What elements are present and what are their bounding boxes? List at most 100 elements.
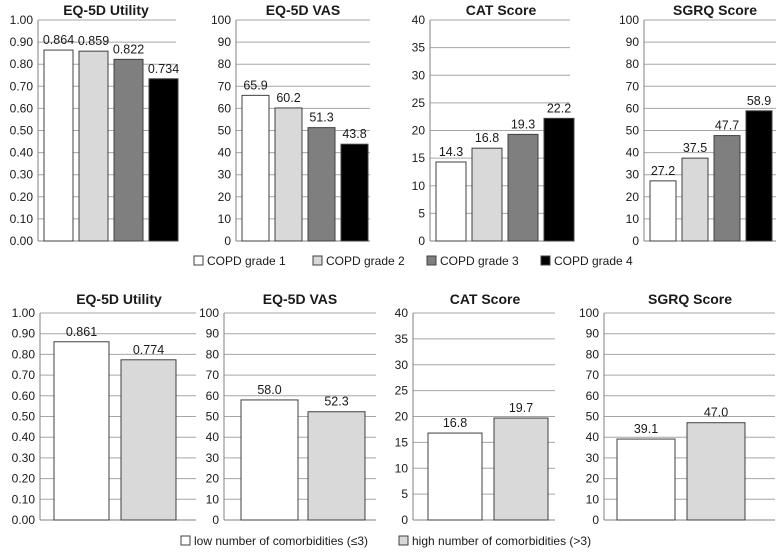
- y-tick-label: 30: [218, 168, 232, 182]
- y-tick-label: 90: [626, 35, 640, 49]
- y-tick-label: 50: [206, 410, 220, 424]
- legend-swatch: [540, 255, 551, 266]
- chart-title: CAT Score: [450, 291, 521, 307]
- legend-label: COPD grade 3: [440, 254, 519, 268]
- bar-copd-grade-2: [274, 107, 303, 242]
- y-tick-label: 0: [418, 234, 425, 248]
- y-tick-label: 30: [395, 358, 409, 372]
- legend-label: low number of comorbidities (≤3): [194, 534, 368, 548]
- y-tick-label: 10: [206, 492, 220, 506]
- y-tick-label: 35: [412, 41, 426, 55]
- y-tick-label: 100: [619, 13, 639, 27]
- y-tick-label: 10: [586, 492, 600, 506]
- chart-panel-6: 0 10 20 30 40 50 60 70 80 90 100 EQ-5D VAS 58.0 52.3: [199, 291, 376, 527]
- chart-panel-8: 0 10 20 30 40 50 60 70 80 90 100 SGRQ Score 39.1 47.0: [579, 291, 775, 527]
- y-tick-label: 70: [626, 79, 640, 93]
- chart-panel-3: 0 5 10 15 20 25 30 35 40 CAT Score 14.3 16.8 19.3 22.…: [412, 2, 575, 248]
- bar-copd-grade-2: [471, 147, 503, 242]
- y-tick-label: 80: [626, 57, 640, 71]
- legend-label: COPD grade 4: [554, 254, 633, 268]
- data-label: 0.861: [66, 325, 97, 339]
- y-tick-label: 20: [218, 190, 232, 204]
- y-tick-label: 0.60: [12, 389, 36, 403]
- data-label: 52.3: [324, 395, 348, 409]
- bar-copd-grade-3: [113, 58, 144, 242]
- data-label: 0.864: [43, 33, 74, 47]
- y-tick-label: 0.50: [12, 410, 36, 424]
- chart-title: CAT Score: [466, 2, 537, 18]
- data-label: 19.3: [511, 117, 535, 131]
- y-tick-label: 0.70: [10, 79, 34, 93]
- data-label: 16.8: [475, 131, 499, 145]
- y-tick-label: 0: [632, 234, 639, 248]
- data-label: 65.9: [243, 78, 267, 92]
- bar-high-number-of-comorbidities-3-: [493, 417, 549, 521]
- y-tick-label: 30: [586, 451, 600, 465]
- y-tick-label: 0.20: [12, 472, 36, 486]
- bar-high-number-of-comorbidities-3-: [686, 422, 746, 521]
- y-tick-label: 80: [206, 347, 220, 361]
- y-tick-label: 40: [412, 13, 426, 27]
- y-tick-label: 70: [586, 368, 600, 382]
- y-tick-label: 0: [224, 234, 231, 248]
- y-tick-label: 100: [211, 13, 231, 27]
- legend-swatch: [312, 255, 323, 266]
- data-label: 43.8: [342, 127, 366, 141]
- y-tick-label: 50: [218, 124, 232, 138]
- bar-copd-grade-4: [340, 143, 369, 242]
- y-tick-label: 80: [218, 57, 232, 71]
- y-tick-label: 30: [412, 68, 426, 82]
- y-tick-label: 40: [586, 430, 600, 444]
- y-tick-label: 0.80: [10, 57, 34, 71]
- y-tick-label: 50: [626, 124, 640, 138]
- y-tick-label: 100: [199, 306, 219, 320]
- y-tick-label: 90: [586, 327, 600, 341]
- y-tick-label: 70: [206, 368, 220, 382]
- y-tick-label: 40: [395, 306, 409, 320]
- chart-title: SGRQ Score: [673, 2, 757, 18]
- y-tick-label: 0.00: [12, 513, 36, 527]
- chart-title: SGRQ Score: [648, 291, 732, 307]
- legend-label: COPD grade 2: [326, 254, 405, 268]
- y-tick-label: 5: [418, 206, 425, 220]
- data-label: 58.9: [747, 94, 771, 108]
- bar-copd-grade-3: [713, 135, 741, 242]
- y-tick-label: 0.70: [12, 368, 36, 382]
- chart-panel-7: 0 5 10 15 20 25 30 35 40 CAT Score 16.8 19.7: [395, 291, 555, 527]
- data-label: 22.2: [547, 101, 571, 115]
- chart-title: EQ-5D VAS: [263, 291, 337, 307]
- y-tick-label: 15: [395, 435, 409, 449]
- y-tick-label: 100: [579, 306, 599, 320]
- legend-row1: COPD grade 1 COPD grade 2 COPD grade 3 COPD…: [193, 254, 633, 268]
- data-label: 0.734: [148, 62, 179, 76]
- y-tick-label: 0.30: [10, 168, 34, 182]
- y-tick-label: 0.20: [10, 190, 34, 204]
- bar-copd-grade-1: [649, 180, 677, 242]
- y-tick-label: 5: [401, 487, 408, 501]
- y-tick-label: 30: [206, 451, 220, 465]
- bar-copd-grade-1: [435, 161, 467, 242]
- y-tick-label: 0.80: [12, 347, 36, 361]
- chart-title: EQ-5D Utility: [76, 291, 162, 307]
- bar-low-number-of-comorbidities-3-: [427, 432, 483, 521]
- y-tick-label: 1.00: [10, 13, 34, 27]
- y-tick-label: 1.00: [12, 306, 36, 320]
- y-tick-label: 0.10: [12, 492, 36, 506]
- y-tick-label: 90: [218, 35, 232, 49]
- y-tick-label: 90: [206, 327, 220, 341]
- y-tick-label: 10: [395, 461, 409, 475]
- y-tick-label: 50: [586, 410, 600, 424]
- legend-swatch: [398, 535, 409, 546]
- data-label: 16.8: [443, 416, 467, 430]
- data-label: 39.1: [634, 422, 658, 436]
- y-tick-label: 20: [206, 472, 220, 486]
- y-tick-label: 60: [206, 389, 220, 403]
- legend-label: high number of comorbidities (>3): [412, 534, 591, 548]
- data-label: 60.2: [276, 91, 300, 105]
- data-label: 51.3: [309, 111, 333, 125]
- bar-copd-grade-3: [507, 133, 539, 242]
- y-tick-label: 0.50: [10, 124, 34, 138]
- y-tick-label: 0: [592, 513, 599, 527]
- y-tick-label: 0: [401, 513, 408, 527]
